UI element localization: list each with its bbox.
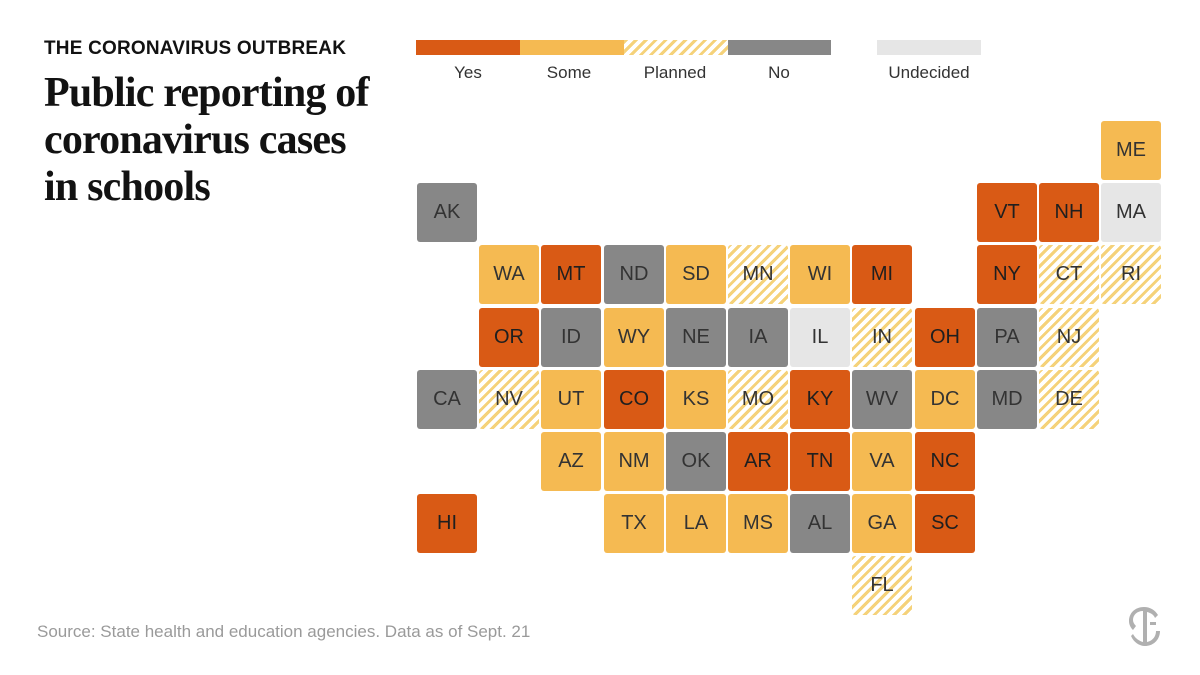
state-tile-oh[interactable]: OH bbox=[915, 308, 975, 367]
state-tile-mn[interactable]: MN bbox=[728, 245, 788, 304]
state-tile-ar[interactable]: AR bbox=[728, 432, 788, 491]
state-tile-wi[interactable]: WI bbox=[790, 245, 850, 304]
page-title: Public reporting of coronavirus cases in… bbox=[44, 70, 369, 210]
state-tile-wa[interactable]: WA bbox=[479, 245, 539, 304]
state-tile-mi[interactable]: MI bbox=[852, 245, 912, 304]
state-tile-wv[interactable]: WV bbox=[852, 370, 912, 429]
state-tile-ga[interactable]: GA bbox=[852, 494, 912, 553]
legend-swatch-some bbox=[520, 40, 624, 55]
source-note: Source: State health and education agenc… bbox=[37, 622, 531, 641]
state-tile-ma[interactable]: MA bbox=[1101, 183, 1161, 242]
state-tile-wy[interactable]: WY bbox=[604, 308, 664, 367]
state-tile-al[interactable]: AL bbox=[790, 494, 850, 553]
state-tile-ia[interactable]: IA bbox=[728, 308, 788, 367]
state-tile-ut[interactable]: UT bbox=[541, 370, 601, 429]
state-tile-vt[interactable]: VT bbox=[977, 183, 1037, 242]
state-tile-md[interactable]: MD bbox=[977, 370, 1037, 429]
state-tile-ak[interactable]: AK bbox=[417, 183, 477, 242]
state-tile-fl[interactable]: FL bbox=[852, 556, 912, 615]
state-tile-ky[interactable]: KY bbox=[790, 370, 850, 429]
state-tile-nd[interactable]: ND bbox=[604, 245, 664, 304]
state-tile-or[interactable]: OR bbox=[479, 308, 539, 367]
state-tile-tn[interactable]: TN bbox=[790, 432, 850, 491]
state-tile-ok[interactable]: OK bbox=[666, 432, 726, 491]
state-tile-de[interactable]: DE bbox=[1039, 370, 1099, 429]
state-tile-tx[interactable]: TX bbox=[604, 494, 664, 553]
state-tile-mo[interactable]: MO bbox=[728, 370, 788, 429]
state-tile-ks[interactable]: KS bbox=[666, 370, 726, 429]
state-tile-ri[interactable]: RI bbox=[1101, 245, 1161, 304]
state-tile-in[interactable]: IN bbox=[852, 308, 912, 367]
state-tile-nv[interactable]: NV bbox=[479, 370, 539, 429]
state-tile-mt[interactable]: MT bbox=[541, 245, 601, 304]
state-tile-ny[interactable]: NY bbox=[977, 245, 1037, 304]
state-tile-ms[interactable]: MS bbox=[728, 494, 788, 553]
legend-swatch-planned bbox=[624, 40, 728, 55]
state-tile-sc[interactable]: SC bbox=[915, 494, 975, 553]
state-tile-ca[interactable]: CA bbox=[417, 370, 477, 429]
kicker: THE CORONAVIRUS OUTBREAK bbox=[44, 38, 347, 59]
state-tile-id[interactable]: ID bbox=[541, 308, 601, 367]
state-tile-me[interactable]: ME bbox=[1101, 121, 1161, 180]
legend-label-no: No bbox=[768, 63, 790, 82]
state-tile-nh[interactable]: NH bbox=[1039, 183, 1099, 242]
state-tile-la[interactable]: LA bbox=[666, 494, 726, 553]
nyt-t-logo-icon bbox=[1129, 607, 1160, 646]
state-tile-nm[interactable]: NM bbox=[604, 432, 664, 491]
state-tile-ct[interactable]: CT bbox=[1039, 245, 1099, 304]
state-tile-ne[interactable]: NE bbox=[666, 308, 726, 367]
legend-label-yes: Yes bbox=[454, 63, 482, 82]
legend-swatch-no bbox=[728, 40, 831, 55]
state-tile-nc[interactable]: NC bbox=[915, 432, 975, 491]
state-tile-co[interactable]: CO bbox=[604, 370, 664, 429]
state-tile-nj[interactable]: NJ bbox=[1039, 308, 1099, 367]
state-tile-il[interactable]: IL bbox=[790, 308, 850, 367]
state-tile-hi[interactable]: HI bbox=[417, 494, 477, 553]
legend-swatch-yes bbox=[416, 40, 520, 55]
legend-label-planned: Planned bbox=[643, 63, 707, 82]
state-tile-sd[interactable]: SD bbox=[666, 245, 726, 304]
state-tile-dc[interactable]: DC bbox=[915, 370, 975, 429]
state-tile-va[interactable]: VA bbox=[852, 432, 912, 491]
legend-label-undecided: Undecided bbox=[888, 63, 970, 82]
state-tile-az[interactable]: AZ bbox=[541, 432, 601, 491]
legend-label-some: Some bbox=[546, 63, 592, 82]
state-tile-pa[interactable]: PA bbox=[977, 308, 1037, 367]
legend-swatch-undecided bbox=[877, 40, 981, 55]
